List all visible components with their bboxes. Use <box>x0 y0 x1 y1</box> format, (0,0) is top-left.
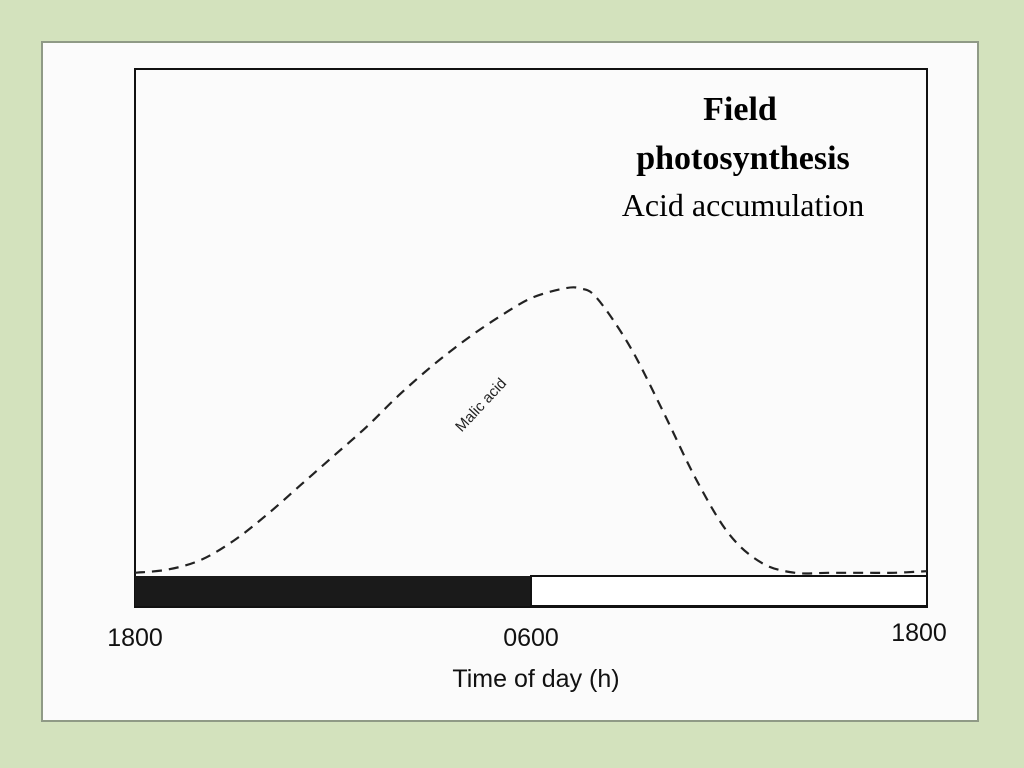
chart-title-line-1: Field <box>703 91 777 128</box>
dark-period-bar <box>135 576 531 606</box>
chart-subtitle: Acid accumulation <box>622 187 865 223</box>
series-label-malic-acid: Malic acid <box>452 375 510 435</box>
light-period-bar <box>530 575 928 607</box>
slide-frame: Malic acid Field photosynthesis Acid acc… <box>41 41 979 722</box>
x-tick-label: 0600 <box>503 624 559 652</box>
chart-title-line-2: photosynthesis <box>636 140 850 177</box>
series-line-malic-acid <box>134 286 928 575</box>
x-tick-label: 1800 <box>107 624 163 652</box>
x-tick-label: 1800 <box>891 619 947 647</box>
x-tick-labels: 1800 0600 1800 <box>107 619 947 652</box>
chart: Malic acid Field photosynthesis Acid acc… <box>107 68 947 693</box>
x-axis-label: Time of day (h) <box>452 665 619 693</box>
photoperiod-bar <box>135 575 928 607</box>
